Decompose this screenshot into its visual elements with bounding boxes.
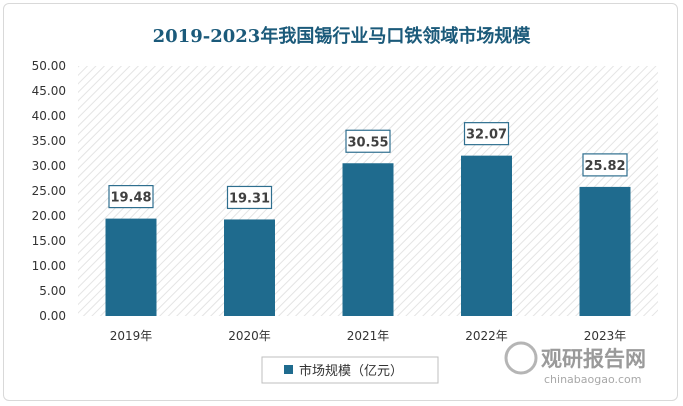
x-tick-label: 2019年: [110, 329, 153, 343]
watermark-logo-icon: [504, 341, 538, 375]
legend-label: 市场规模（亿元）: [299, 363, 403, 379]
legend-swatch: [284, 365, 293, 374]
y-tick-label: 20.00: [32, 209, 66, 223]
data-label-box: [345, 129, 391, 153]
watermark-brand: 观研报告网: [541, 347, 646, 371]
x-tick-label: 2022年: [465, 329, 508, 343]
y-tick-label: 30.00: [32, 159, 66, 173]
y-tick-label: 25.00: [32, 184, 66, 198]
x-tick-label: 2021年: [347, 329, 390, 343]
legend: 市场规模（亿元）: [261, 356, 439, 384]
watermark-url: chinabaogao.com: [544, 373, 642, 386]
y-tick-label: 50.00: [32, 59, 66, 73]
chart-title: 2019-2023年我国锡行业马口铁领域市场规模: [152, 26, 531, 47]
data-label-box: [108, 185, 154, 209]
y-tick-label: 15.00: [32, 234, 66, 248]
y-tick-label: 40.00: [32, 109, 66, 123]
data-label-box: [582, 153, 628, 177]
bar: [579, 186, 631, 316]
bar: [224, 219, 275, 316]
x-axis: 2019年 2020年 2021年 2022年 2023年: [110, 329, 627, 343]
x-tick-label: 2023年: [584, 329, 627, 343]
bar: [105, 218, 157, 316]
y-tick-label: 45.00: [32, 84, 66, 98]
bars: 19.48 19.31 30.55 32.07 25.82: [105, 122, 631, 316]
data-label: 19.31: [229, 191, 270, 206]
data-label: 32.07: [466, 128, 507, 143]
data-label-box: [226, 185, 273, 210]
watermark: 观研报告网 chinabaogao.com: [504, 341, 646, 386]
y-tick-label: 10.00: [32, 259, 66, 273]
y-tick-label: 35.00: [32, 134, 66, 148]
data-label: 19.48: [110, 191, 151, 206]
data-label-box: [463, 122, 510, 146]
data-label: 30.55: [347, 135, 388, 150]
y-tick-label: 0.00: [39, 309, 66, 323]
bar: [342, 163, 394, 316]
data-label: 25.82: [584, 159, 625, 174]
y-axis: 0.00 5.00 10.00 15.00 20.00 25.00 30.00 35.00 40…: [32, 59, 66, 323]
y-tick-label: 5.00: [39, 284, 66, 298]
bar: [461, 155, 512, 316]
x-tick-label: 2020年: [228, 329, 271, 343]
